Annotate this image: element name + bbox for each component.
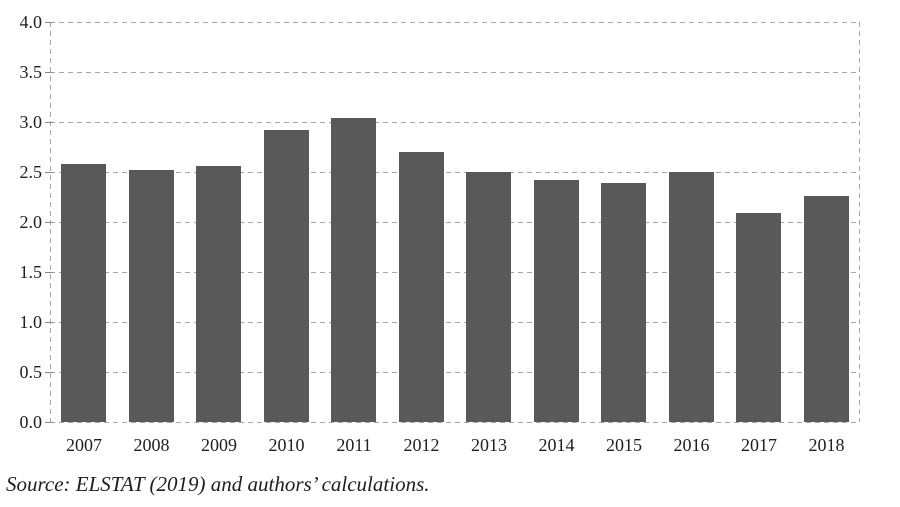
bar-2015 bbox=[601, 183, 647, 422]
gridline-horizontal bbox=[50, 22, 860, 23]
y-axis-tick-label: 0.0 bbox=[19, 412, 43, 432]
y-axis-tick-mark bbox=[45, 372, 53, 373]
x-axis-category-label: 2017 bbox=[741, 435, 777, 455]
plot-area bbox=[50, 22, 860, 423]
x-axis-category-label: 2008 bbox=[133, 435, 170, 455]
y-axis-tick-label: 0.5 bbox=[19, 362, 43, 382]
bar-2008 bbox=[128, 170, 174, 422]
x-axis-category-label: 2013 bbox=[471, 435, 507, 455]
y-axis-tick-mark bbox=[45, 322, 53, 323]
bar-2010 bbox=[263, 130, 309, 422]
y-axis-tick-mark bbox=[45, 222, 53, 223]
gridline-horizontal bbox=[50, 422, 860, 423]
y-axis-tick-label: 1.5 bbox=[19, 262, 43, 282]
y-axis-tick-label: 1.0 bbox=[19, 312, 43, 332]
x-axis-category-label: 2007 bbox=[66, 435, 102, 455]
plot-right-border bbox=[859, 22, 860, 422]
x-axis-category-label: 2018 bbox=[808, 435, 845, 455]
bar-2009 bbox=[196, 166, 242, 422]
gridline-horizontal bbox=[50, 122, 860, 123]
y-axis-tick-mark bbox=[45, 22, 53, 23]
x-axis-category-label: 2009 bbox=[201, 435, 237, 455]
gridline-horizontal bbox=[50, 222, 860, 223]
y-axis-tick-mark bbox=[45, 272, 53, 273]
bar-2016 bbox=[668, 172, 714, 422]
x-axis-category-label: 2012 bbox=[403, 435, 440, 455]
bar-2013 bbox=[466, 172, 512, 422]
bar-2012 bbox=[398, 152, 444, 422]
y-axis-tick-label: 2.0 bbox=[19, 212, 43, 232]
bar-2011 bbox=[331, 118, 377, 422]
bar-2014 bbox=[533, 180, 579, 422]
y-axis-tick-label: 2.5 bbox=[19, 162, 43, 182]
x-axis-category-label: 2010 bbox=[268, 435, 305, 455]
y-axis-tick-label: 3.0 bbox=[19, 112, 43, 132]
bar-2017 bbox=[736, 213, 782, 422]
x-axis-category-label: 2015 bbox=[606, 435, 642, 455]
source-note: Source: ELSTAT (2019) and authors’ calcu… bbox=[6, 472, 430, 496]
x-axis-category-label: 2014 bbox=[538, 435, 575, 455]
gridline-horizontal bbox=[50, 272, 860, 273]
gridline-horizontal bbox=[50, 322, 860, 323]
x-axis-category-label: 2011 bbox=[336, 435, 372, 455]
y-axis-tick-mark bbox=[45, 172, 53, 173]
x-axis-category-label: 2016 bbox=[673, 435, 710, 455]
bar-2007 bbox=[61, 164, 107, 422]
gridline-horizontal bbox=[50, 372, 860, 373]
y-axis-tick-label: 4.0 bbox=[19, 12, 43, 32]
y-axis-tick-mark bbox=[45, 72, 53, 73]
gridline-horizontal bbox=[50, 172, 860, 173]
bar-2018 bbox=[803, 196, 849, 422]
y-axis-tick-label: 3.5 bbox=[19, 62, 43, 82]
y-axis-tick-mark bbox=[45, 422, 53, 423]
gridline-horizontal bbox=[50, 72, 860, 73]
y-axis-tick-mark bbox=[45, 122, 53, 123]
